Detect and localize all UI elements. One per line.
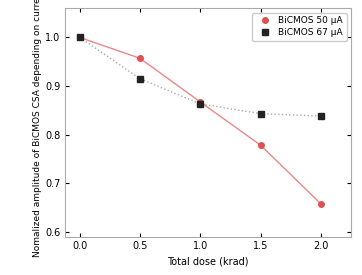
BiCMOS 67 μA bbox=[319, 114, 323, 118]
BiCMOS 50 μA bbox=[138, 57, 142, 60]
Line: BiCMOS 50 μA: BiCMOS 50 μA bbox=[77, 35, 324, 207]
BiCMOS 50 μA bbox=[258, 144, 263, 147]
BiCMOS 50 μA bbox=[319, 202, 323, 206]
Y-axis label: Nomalized amplitude of BiCMOS CSA depending on current: Nomalized amplitude of BiCMOS CSA depend… bbox=[33, 0, 42, 257]
BiCMOS 67 μA bbox=[198, 102, 202, 106]
BiCMOS 50 μA bbox=[77, 36, 82, 39]
Legend: BiCMOS 50 μA, BiCMOS 67 μA: BiCMOS 50 μA, BiCMOS 67 μA bbox=[252, 13, 347, 41]
Line: BiCMOS 67 μA: BiCMOS 67 μA bbox=[77, 35, 324, 119]
BiCMOS 67 μA bbox=[138, 77, 142, 80]
BiCMOS 67 μA bbox=[258, 112, 263, 115]
BiCMOS 67 μA bbox=[77, 36, 82, 39]
X-axis label: Total dose (krad): Total dose (krad) bbox=[167, 257, 249, 267]
BiCMOS 50 μA bbox=[198, 100, 202, 104]
